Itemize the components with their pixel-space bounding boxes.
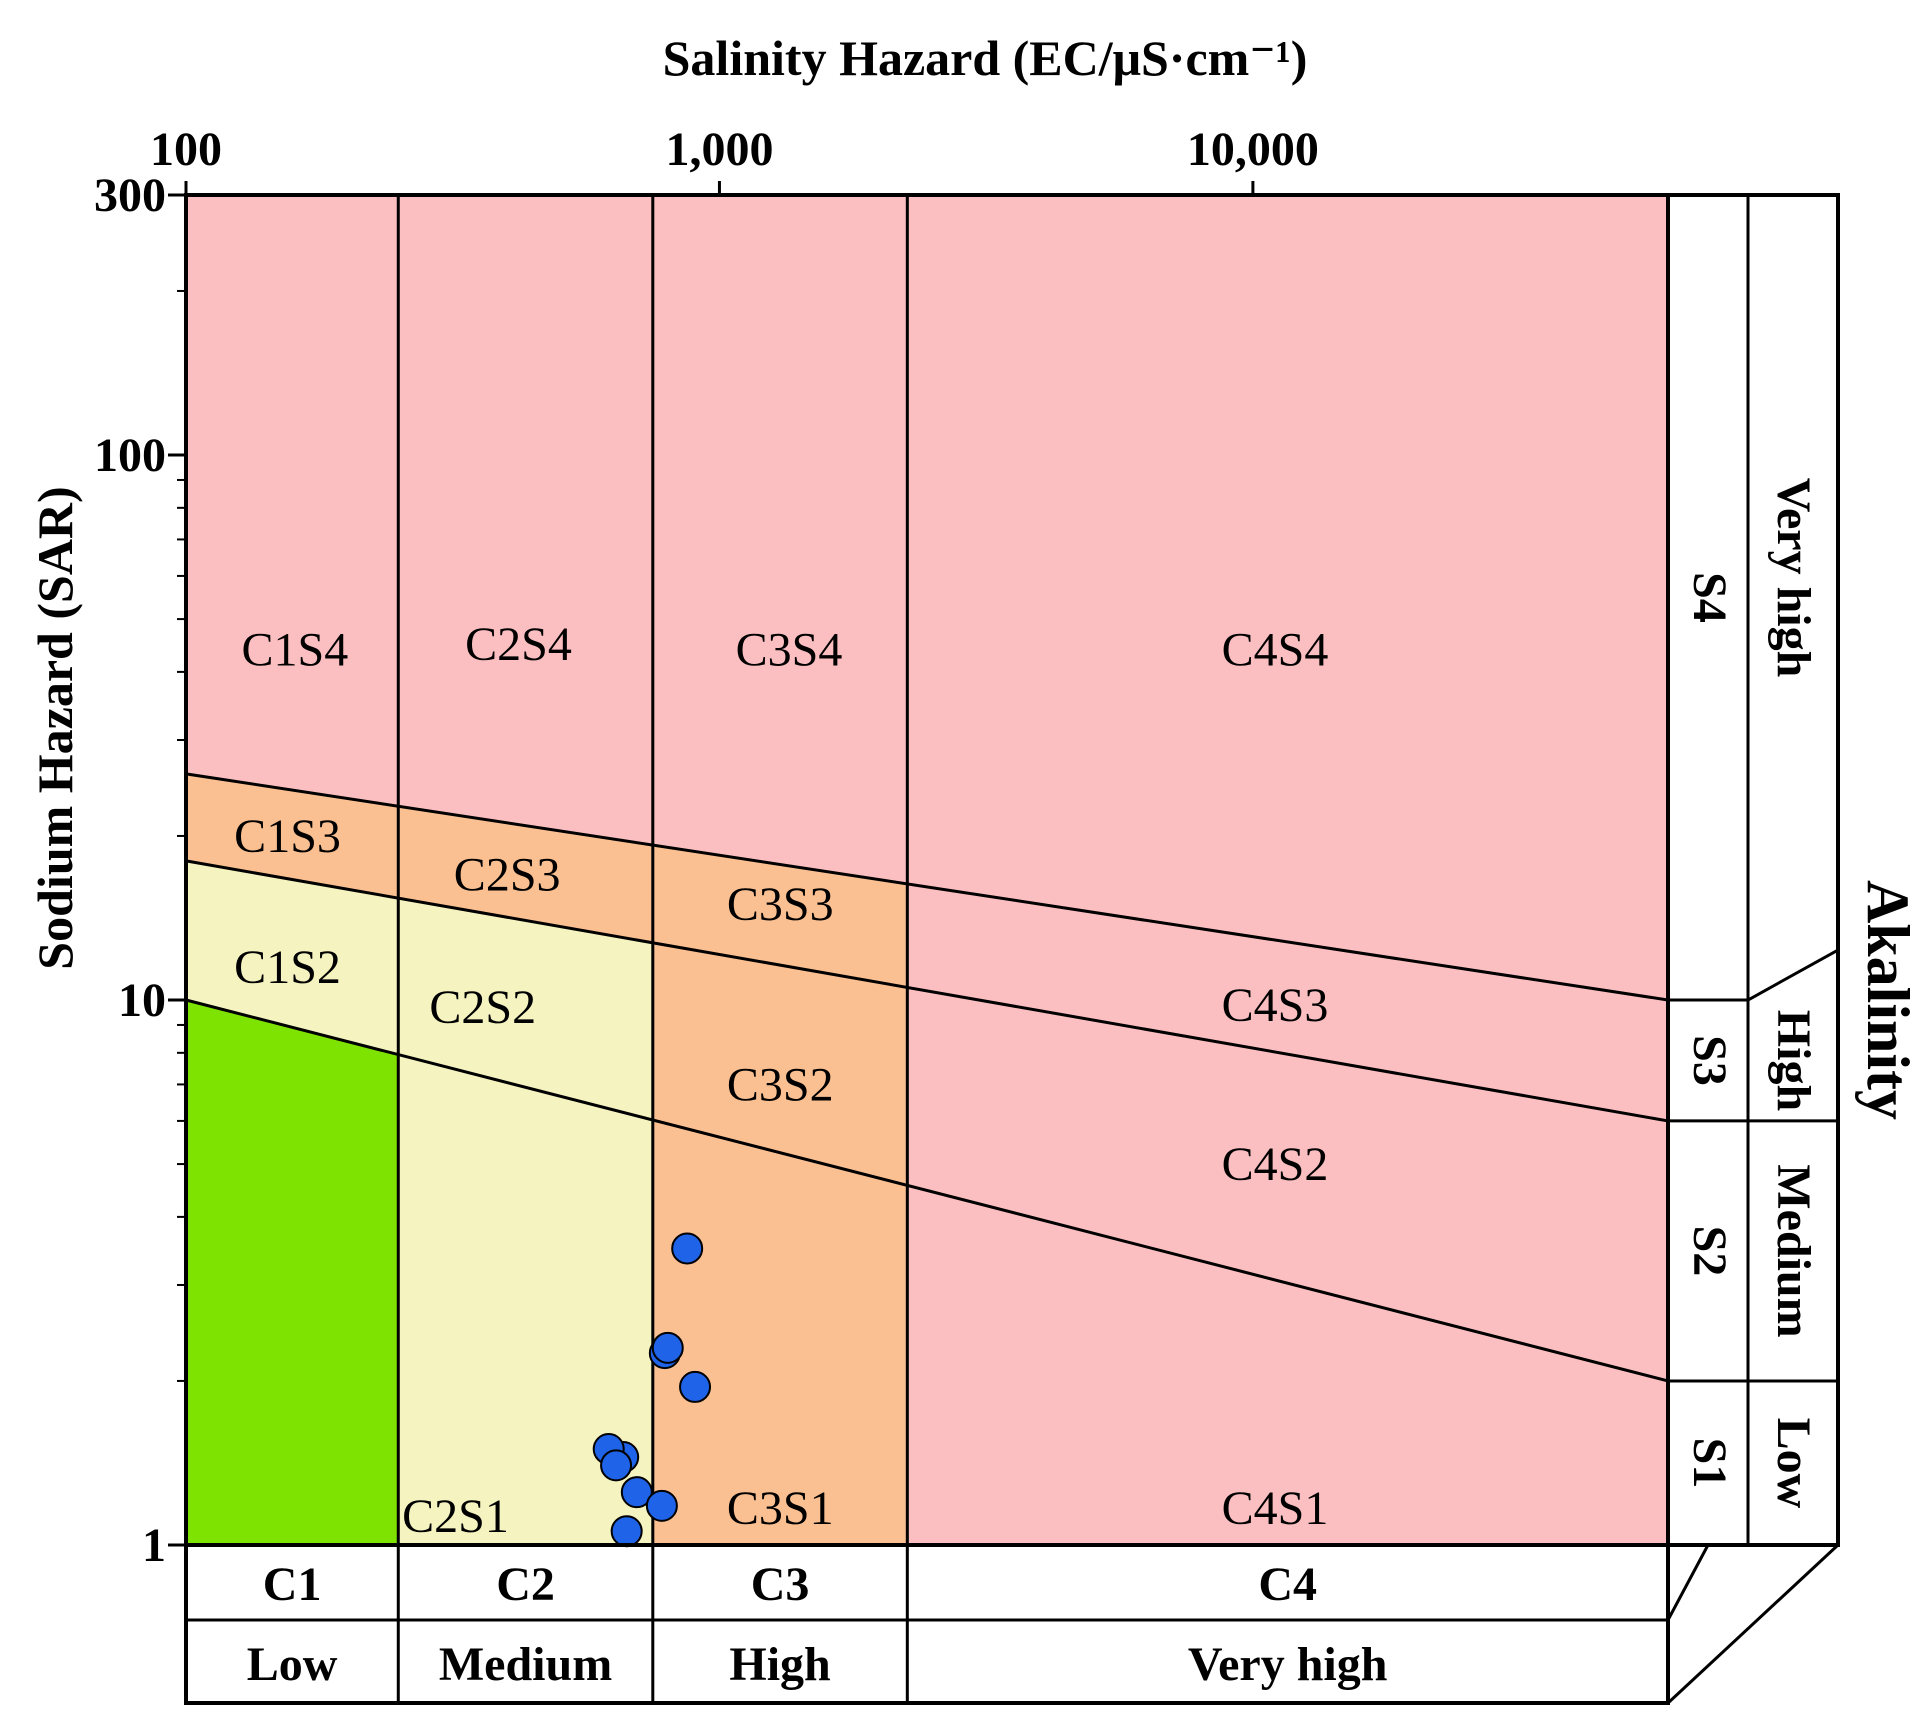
x-tick-label: 10,000 <box>1187 123 1319 176</box>
zone-C4S4 <box>907 195 1668 1000</box>
sodium-class-label: S2 <box>1683 1226 1736 1277</box>
zone-C3S2 <box>652 942 908 1186</box>
y-tick-label: 10 <box>118 974 166 1027</box>
zone-label-C3S1: C3S1 <box>727 1482 834 1535</box>
zone-C2S1 <box>398 1054 653 1545</box>
sodium-class-label: S1 <box>1683 1438 1736 1489</box>
zone-label-C1S3: C1S3 <box>234 810 341 863</box>
x-axis-title: Salinity Hazard (EC/μS·cm⁻¹) <box>663 30 1308 86</box>
table-frame <box>184 1543 1670 1705</box>
zone-label-C1S2: C1S2 <box>234 941 341 994</box>
zone-C4S3 <box>907 883 1668 1121</box>
x-tick-label: 100 <box>150 123 222 176</box>
sar-boundary-line <box>185 998 1669 1383</box>
zone-label-C2S4: C2S4 <box>465 618 572 671</box>
data-point <box>620 1476 653 1509</box>
zone-C1S1 <box>186 1000 399 1545</box>
x-tick-label: 1,000 <box>665 123 773 176</box>
zone-label-C4S4: C4S4 <box>1222 623 1329 676</box>
zone-label-C2S1: C2S1 <box>402 1490 509 1543</box>
data-point <box>679 1370 712 1403</box>
sodium-level-label: Very high <box>1767 478 1820 678</box>
salinity-level-label: Very high <box>1188 1638 1388 1691</box>
zone-label-C1S4: C1S4 <box>242 623 349 676</box>
zone-label-C2S3: C2S3 <box>454 848 561 901</box>
y-tick-label: 100 <box>94 429 166 482</box>
sodium-level-label: Low <box>1767 1418 1820 1509</box>
data-point <box>600 1449 633 1482</box>
zone-label-C3S3: C3S3 <box>727 878 834 931</box>
zone-label-C3S2: C3S2 <box>727 1058 834 1111</box>
corner-edge <box>1666 1544 1710 1621</box>
zone-C4S1 <box>907 1185 1668 1545</box>
sar-boundary-line <box>185 772 1669 1002</box>
sodium-class-label: S3 <box>1683 1035 1736 1086</box>
hazard-zones <box>186 195 1668 1545</box>
sodium-level-label: Medium <box>1767 1164 1820 1337</box>
salinity-level-label: Low <box>247 1638 338 1691</box>
salinity-class-label: C2 <box>496 1558 555 1611</box>
salinity-class-label: C1 <box>263 1558 322 1611</box>
y-tick-label: 1 <box>142 1519 166 1572</box>
salinity-class-label: C4 <box>1258 1558 1317 1611</box>
zone-C1S4 <box>186 195 399 807</box>
zone-label-C4S2: C4S2 <box>1222 1138 1329 1191</box>
salinity-class-table: C1 Low C2 Medium C3 High C4 Very high <box>184 1543 1840 1705</box>
side-table-frame <box>1666 193 1840 1547</box>
zone-C2S4 <box>398 195 653 846</box>
sodium-class-table: S4 Very high S3 High S2 Medium S1 Low <box>1666 193 1840 1547</box>
y-axis-title: Sodium Hazard (SAR) <box>27 486 83 969</box>
data-point <box>671 1232 704 1265</box>
zone-C3S4 <box>652 195 908 884</box>
boundary-lines <box>185 195 1669 1545</box>
salinity-level-label: High <box>729 1638 830 1691</box>
zone-C1S2 <box>186 860 399 1055</box>
data-point <box>651 1331 684 1364</box>
zone-C2S2 <box>398 898 653 1120</box>
zone-C4S2 <box>907 987 1668 1381</box>
zone-C3S1 <box>652 1120 908 1545</box>
sar-boundary-line <box>185 859 1669 1123</box>
sodium-level-label: High <box>1767 1010 1820 1111</box>
data-point <box>645 1489 678 1522</box>
zone-labels: C1S4 C2S4 C3S4 C4S4 C1S3 C2S3 C3S3 C1S2 C2S2 C3S2… <box>234 618 1328 1543</box>
side-row-divider <box>1747 948 1839 1002</box>
sodium-class-label: S4 <box>1683 572 1736 623</box>
zone-C1S3 <box>186 773 399 899</box>
zone-C3S3 <box>652 845 908 988</box>
y-tick-label: 300 <box>94 169 166 222</box>
zone-label-C2S2: C2S2 <box>429 981 536 1034</box>
corner-edge <box>1666 1543 1840 1705</box>
salinity-class-label: C3 <box>751 1558 810 1611</box>
zone-label-C4S1: C4S1 <box>1222 1482 1329 1535</box>
salinity-level-label: Medium <box>439 1638 612 1691</box>
alkalinity-title: Akalinity <box>1855 880 1921 1120</box>
sample-points <box>592 1232 712 1548</box>
data-point <box>610 1515 643 1548</box>
zone-label-C3S4: C3S4 <box>736 623 843 676</box>
zone-label-C4S3: C4S3 <box>1222 979 1329 1032</box>
